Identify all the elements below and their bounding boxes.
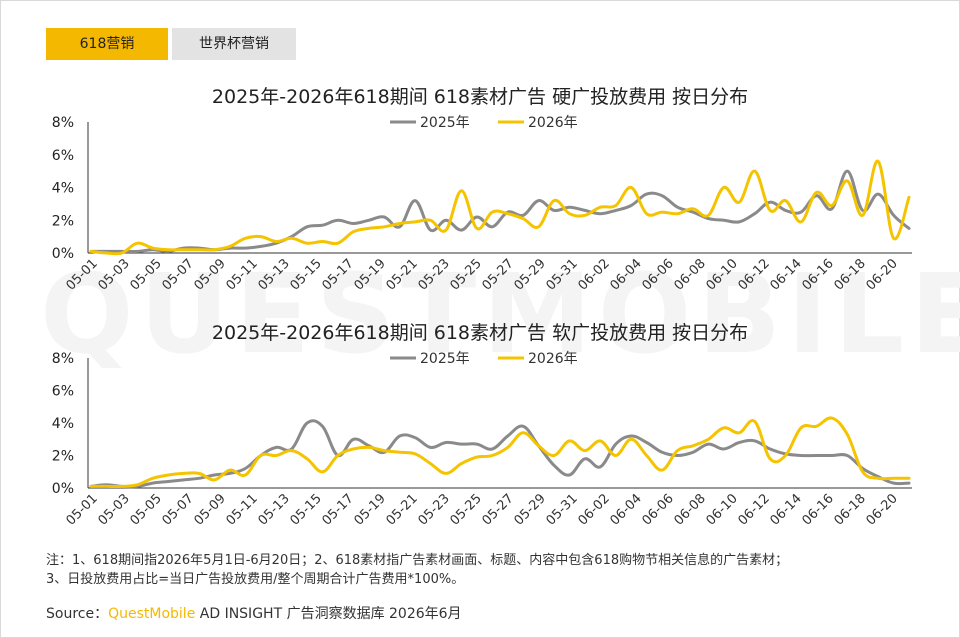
series-line-2026 [89,416,911,489]
footnote-line-1: 注：1、618期间指2026年5月1日-6月20日；2、618素材指广告素材画面… [46,553,789,568]
y-tick-label: 0% [52,246,74,262]
x-tick-label: 05-15 [288,491,325,528]
y-tick-label: 2% [52,449,74,465]
x-tick-label: 06-02 [576,256,613,293]
x-tick-label: 06-18 [832,491,869,528]
x-tick-label: 06-14 [768,256,805,293]
legend-label: 2025年 [420,115,470,131]
x-tick-label: 06-18 [832,256,869,293]
x-tick-label: 05-17 [320,491,357,528]
x-tick-label: 05-21 [384,491,421,528]
x-tick-label: 06-16 [800,491,837,528]
x-tick-label: 06-12 [736,256,773,293]
x-tick-label: 06-16 [800,256,837,293]
series-line-2025 [89,419,911,489]
x-tick-label: 05-05 [128,491,165,528]
legend-label: 2025年 [420,351,470,367]
footnote-line-2: 3、日投放费用占比=当日广告投放费用/整个周期合计广告费用*100%。 [46,572,465,587]
x-tick-label: 05-19 [352,491,389,528]
x-tick-label: 06-20 [864,256,901,293]
x-tick-label: 06-08 [672,491,709,528]
x-tick-label: 05-13 [256,256,293,293]
source-text: AD INSIGHT 广告洞察数据库 2026年6月 [195,606,462,622]
x-tick-label: 05-11 [224,491,261,528]
x-tick-label: 05-25 [448,256,485,293]
x-tick-label: 05-27 [480,256,517,293]
x-tick-label: 06-20 [864,491,901,528]
y-tick-label: 8% [52,351,74,367]
x-tick-label: 06-10 [704,256,741,293]
x-tick-label: 05-31 [544,491,581,528]
chart-0: 0%2%4%6%8%05-0105-0305-0505-0705-0905-11… [52,115,912,294]
source-label: Source： [46,606,109,622]
legend-label: 2026年 [528,115,578,131]
x-tick-label: 05-03 [96,256,133,293]
x-tick-label: 05-05 [128,256,165,293]
chart-title-hard-ads: 2025年-2026年618期间 618素材广告 硬广投放费用 按日分布 [211,86,749,108]
x-tick-label: 05-03 [96,491,133,528]
y-tick-label: 6% [52,384,74,400]
y-tick-label: 2% [52,213,74,229]
x-tick-label: 06-14 [768,491,805,528]
x-tick-label: 05-07 [160,256,197,293]
x-tick-label: 06-02 [576,491,613,528]
x-tick-label: 06-06 [640,491,677,528]
y-tick-label: 6% [52,148,74,164]
chart-title-soft-ads: 2025年-2026年618期间 618素材广告 软广投放费用 按日分布 [211,322,749,344]
x-tick-label: 06-12 [736,491,773,528]
x-tick-label: 06-08 [672,256,709,293]
x-tick-label: 05-23 [416,256,453,293]
x-tick-label: 05-07 [160,491,197,528]
x-tick-label: 05-13 [256,491,293,528]
y-tick-label: 4% [52,181,74,197]
x-tick-label: 05-21 [384,256,421,293]
x-tick-label: 05-09 [192,256,229,293]
x-tick-label: 05-23 [416,491,453,528]
series-line-2026 [89,159,911,256]
x-tick-label: 05-09 [192,491,229,528]
x-tick-label: 05-11 [224,256,261,293]
source-line: Source：QuestMobile AD INSIGHT 广告洞察数据库 20… [46,603,462,623]
legend-label: 2026年 [528,351,578,367]
x-tick-label: 05-31 [544,256,581,293]
x-tick-label: 06-06 [640,256,677,293]
x-tick-label: 05-25 [448,491,485,528]
source-brand: QuestMobile [108,606,196,622]
x-tick-label: 05-19 [352,256,389,293]
x-tick-label: 06-04 [608,256,645,293]
x-tick-label: 05-29 [512,256,549,293]
y-tick-label: 0% [52,481,74,497]
x-tick-label: 06-04 [608,491,645,528]
x-tick-label: 05-27 [480,491,517,528]
y-tick-label: 4% [52,416,74,432]
x-tick-label: 05-15 [288,256,325,293]
tab-618-marketing[interactable]: 618营销 [46,28,168,60]
chart-1: 0%2%4%6%8%05-0105-0305-0505-0705-0905-11… [52,351,912,529]
y-tick-label: 8% [52,115,74,131]
x-tick-label: 05-29 [512,491,549,528]
tab-world-cup-marketing[interactable]: 世界杯营销 [172,28,296,60]
x-tick-label: 06-10 [704,491,741,528]
x-tick-label: 05-17 [320,256,357,293]
